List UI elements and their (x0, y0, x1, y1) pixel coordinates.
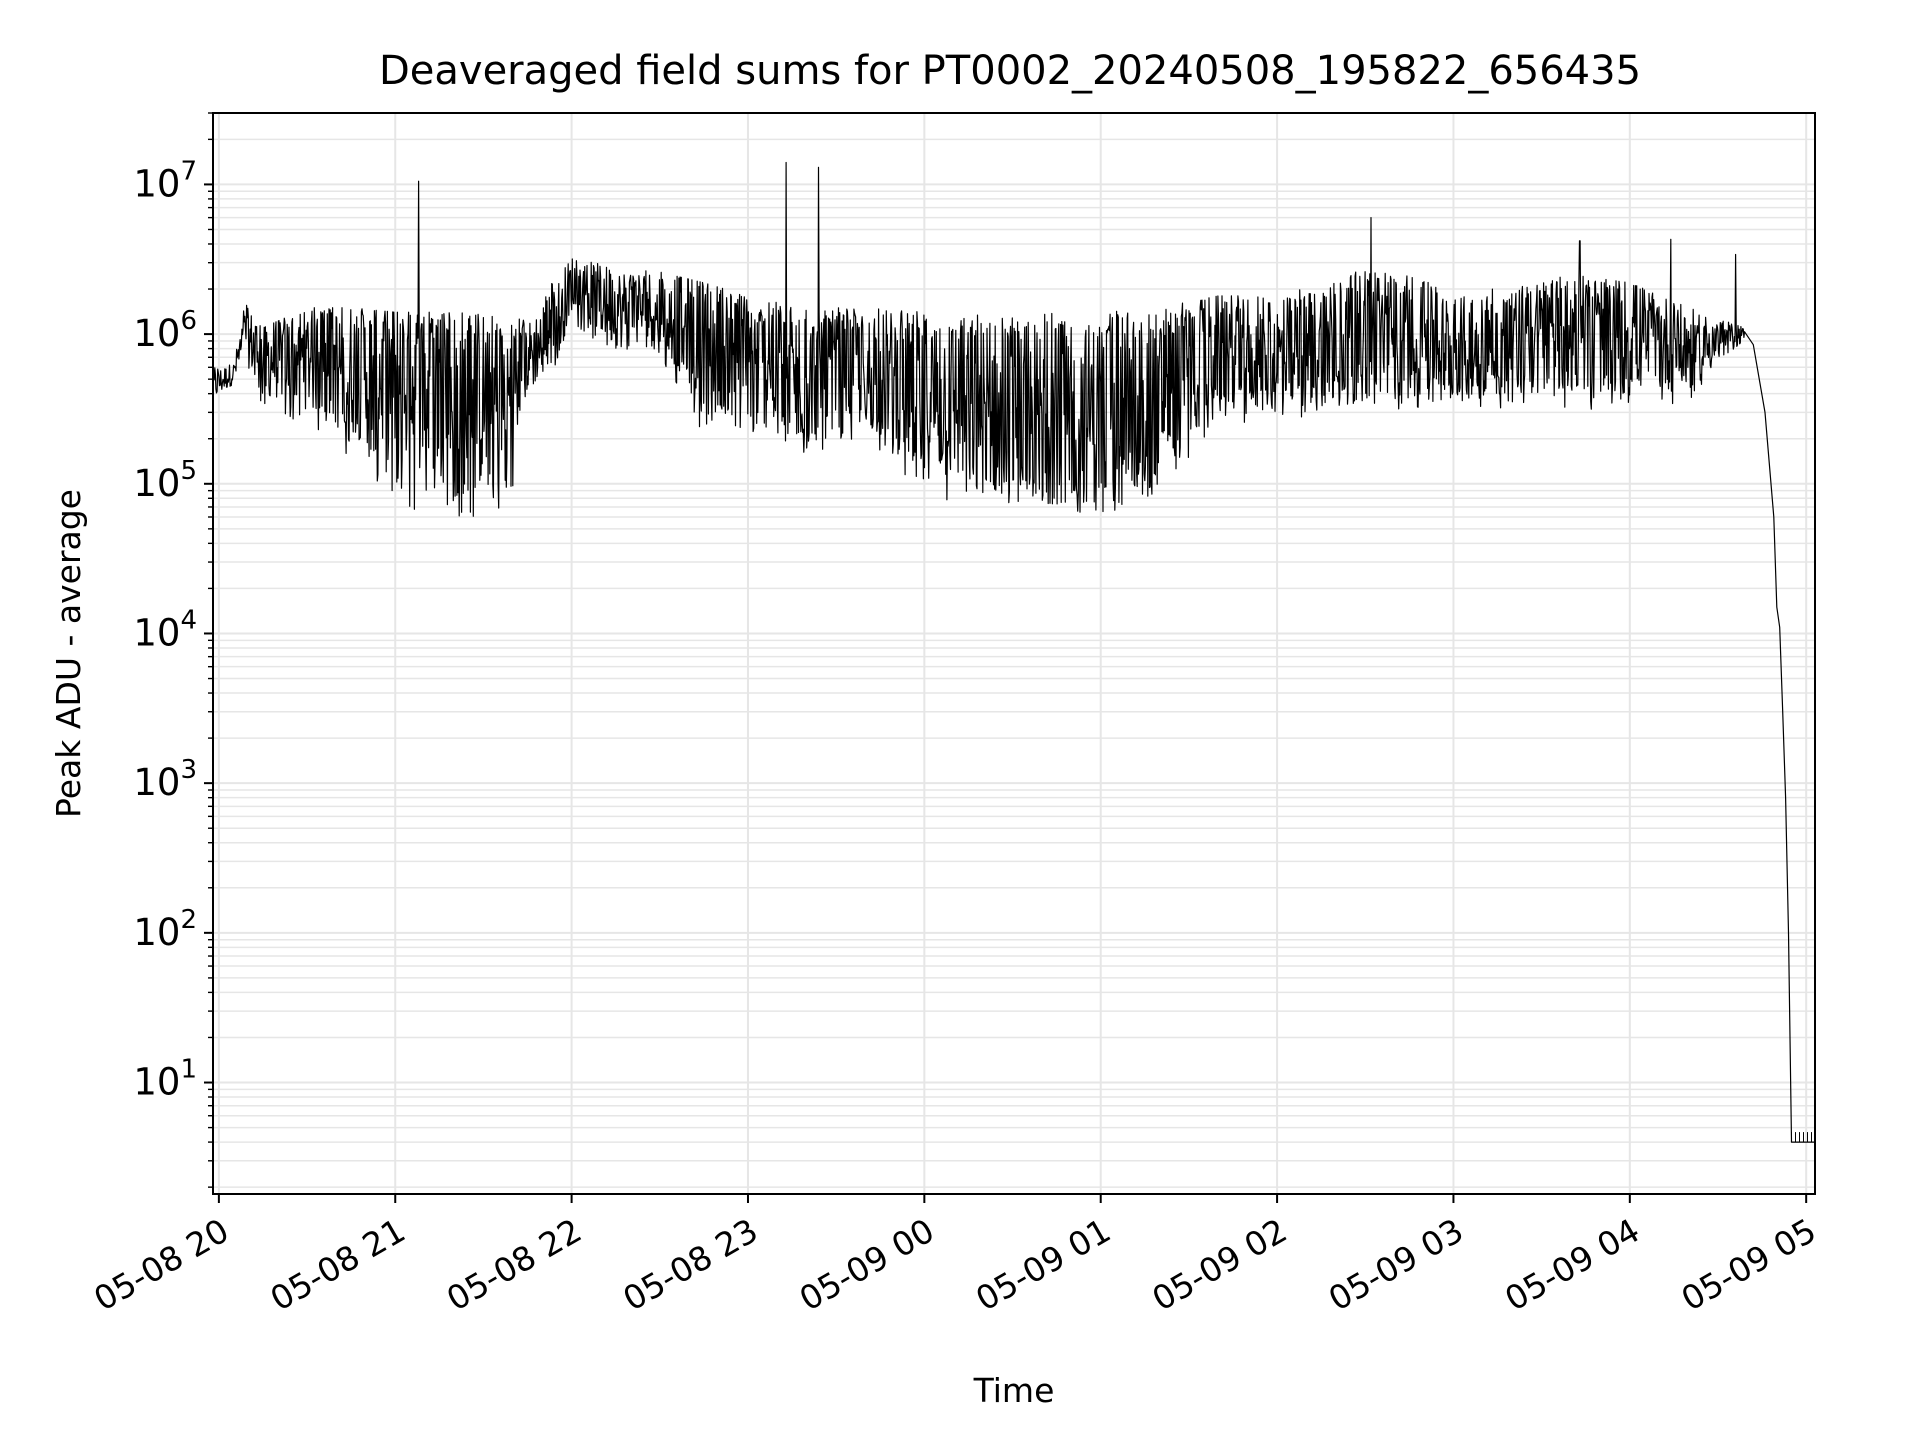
y-tick-label: 104 (133, 605, 197, 654)
y-axis-label: Peak ADU - average (49, 489, 88, 818)
y-tick-label: 101 (133, 1055, 197, 1104)
y-tick-label: 105 (133, 456, 197, 505)
y-tick-label: 106 (133, 306, 197, 355)
series-layer (212, 161, 1815, 1143)
x-axis-label: Time (973, 1371, 1055, 1410)
axes-frame (212, 112, 1816, 1195)
y-axis: 101 102 103 104 105 106 107 (133, 112, 213, 1188)
y-tick-label: 102 (133, 905, 197, 954)
y-tick-label: 107 (133, 156, 197, 205)
series-line (212, 161, 1815, 1143)
chart-title: Deaveraged field sums for PT0002_2024050… (379, 48, 1641, 94)
y-tick-label: 103 (133, 755, 197, 804)
